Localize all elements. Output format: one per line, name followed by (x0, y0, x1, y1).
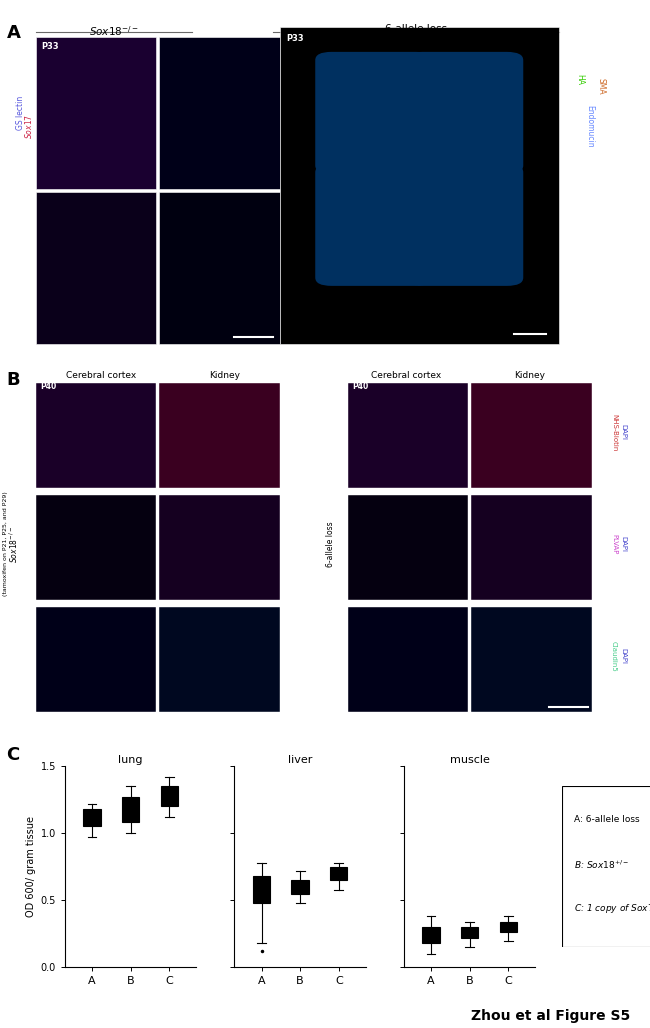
FancyBboxPatch shape (406, 51, 523, 174)
Text: PLVAP: PLVAP (611, 534, 617, 554)
Text: A: 6-allele loss: A: 6-allele loss (574, 815, 640, 824)
PathPatch shape (253, 876, 270, 903)
Bar (36, 37, 156, 189)
Text: Endomucin: Endomucin (585, 105, 594, 147)
Text: C: 1 copy of $Sox7$: C: 1 copy of $Sox7$ (574, 903, 650, 915)
Text: P33: P33 (41, 42, 58, 51)
Text: DAPI: DAPI (621, 425, 627, 440)
PathPatch shape (291, 880, 309, 893)
Bar (348, 383, 468, 488)
Bar (348, 607, 468, 712)
Text: Zhou et al Figure S5: Zhou et al Figure S5 (471, 1008, 630, 1023)
Text: Cerebral cortex: Cerebral cortex (66, 371, 136, 380)
Text: $Sox18^{-/-}$: $Sox18^{-/-}$ (8, 525, 21, 562)
Text: DAPI: DAPI (621, 648, 627, 664)
Text: P40: P40 (40, 382, 57, 392)
PathPatch shape (122, 797, 139, 822)
Bar (36, 383, 156, 488)
Text: (tamoxifen on P21, P25, and P29): (tamoxifen on P21, P25, and P29) (3, 491, 8, 596)
Text: Cerebral cortex: Cerebral cortex (371, 371, 441, 380)
PathPatch shape (500, 922, 517, 932)
Bar (36, 607, 156, 712)
Bar (36, 192, 156, 343)
PathPatch shape (422, 927, 439, 944)
Title: lung: lung (118, 756, 143, 765)
Bar (471, 383, 592, 488)
Text: $Sox18^{-/-}$: $Sox18^{-/-}$ (89, 24, 138, 38)
Bar (471, 495, 592, 600)
Text: P33: P33 (286, 34, 304, 43)
Y-axis label: OD 600/ gram tissue: OD 600/ gram tissue (27, 816, 36, 917)
Text: HA: HA (575, 74, 584, 85)
Bar (159, 495, 280, 600)
Text: 6-allele loss: 6-allele loss (385, 24, 447, 34)
Bar (159, 37, 280, 189)
Bar (471, 607, 592, 712)
Text: Claudin5: Claudin5 (611, 640, 617, 671)
Text: B: B (6, 371, 20, 389)
Bar (159, 383, 280, 488)
Title: liver: liver (288, 756, 313, 765)
Text: C: C (6, 746, 20, 765)
FancyBboxPatch shape (315, 51, 432, 174)
Bar (36, 495, 156, 600)
Text: B: $Sox18^{+/-}$: B: $Sox18^{+/-}$ (574, 858, 629, 871)
Text: NHS-Biotin: NHS-Biotin (611, 413, 617, 451)
Text: P40: P40 (352, 382, 369, 392)
Text: $Sox17$: $Sox17$ (23, 113, 34, 139)
Bar (280, 27, 559, 343)
Text: GS lectin: GS lectin (16, 96, 25, 130)
Text: 6-allele loss: 6-allele loss (326, 521, 335, 566)
Bar (348, 495, 468, 600)
Bar (159, 607, 280, 712)
FancyBboxPatch shape (315, 163, 432, 286)
Title: muscle: muscle (450, 756, 489, 765)
Bar (159, 192, 280, 343)
Bar (361, 113, 474, 225)
FancyBboxPatch shape (406, 163, 523, 286)
Text: A: A (6, 24, 20, 42)
Text: Kidney: Kidney (514, 371, 545, 380)
PathPatch shape (461, 927, 478, 938)
PathPatch shape (161, 786, 178, 806)
Text: Kidney: Kidney (209, 371, 240, 380)
Text: SMA: SMA (597, 78, 606, 95)
Text: DAPI: DAPI (621, 537, 627, 552)
PathPatch shape (330, 867, 348, 880)
PathPatch shape (83, 809, 101, 827)
FancyBboxPatch shape (562, 786, 650, 947)
